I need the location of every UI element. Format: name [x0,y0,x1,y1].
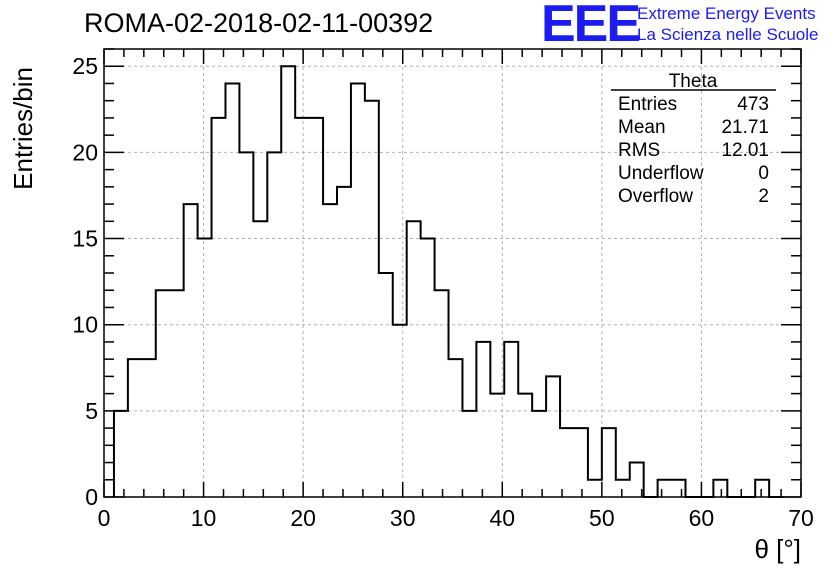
y-tick-label: 15 [72,226,98,252]
stats-box: Theta Entries 473 Mean 21.71 RMS 12.01 Underfl… [611,71,776,207]
x-tick-labels: 0 10 20 30 40 50 60 70 [98,505,814,531]
x-tick-label: 60 [689,505,715,531]
stats-row-label: Entries [618,94,677,115]
y-axis-label: Entries/bin [8,67,38,190]
y-tick-labels: 0 5 10 15 20 25 [72,53,98,510]
eee-logo: EEE [541,0,641,53]
stats-row-value: 21.71 [721,117,769,138]
x-tick-label: 30 [390,505,416,531]
y-tick-label: 0 [85,484,98,510]
stats-row-value: 2 [758,186,769,207]
stats-rows: Entries 473 Mean 21.71 RMS 12.01 Underflow 0 Ove… [618,94,769,207]
x-tick-label: 10 [191,505,217,531]
logo-subtitle-line1: Extreme Energy Events [637,4,816,23]
axis-ticks [103,48,802,498]
logo-subtitle-line2: La Scienza nelle Scuole [637,25,819,44]
chart-title: ROMA-02-2018-02-11-00392 [84,8,434,38]
y-tick-label: 10 [72,312,98,338]
x-tick-label: 40 [489,505,515,531]
grid-lines [104,49,801,497]
stats-title: Theta [669,71,718,92]
stats-row-label: Underflow [618,163,704,184]
x-tick-label: 50 [589,505,615,531]
stats-row-label: RMS [618,140,660,161]
stats-row-value: 0 [758,163,769,184]
x-tick-label: 20 [290,505,316,531]
stats-row-label: Mean [618,117,666,138]
x-tick-label: 70 [788,505,814,531]
stats-row-value: 12.01 [721,140,769,161]
y-tick-label: 5 [85,398,98,424]
x-axis-label: θ [°] [754,534,801,564]
plot-frame [103,48,802,498]
y-tick-label: 25 [72,53,98,79]
x-tick-label: 0 [98,505,111,531]
y-tick-label: 20 [72,139,98,165]
stats-row-label: Overflow [618,186,693,207]
stats-row-value: 473 [737,94,769,115]
histogram-series [112,65,784,498]
